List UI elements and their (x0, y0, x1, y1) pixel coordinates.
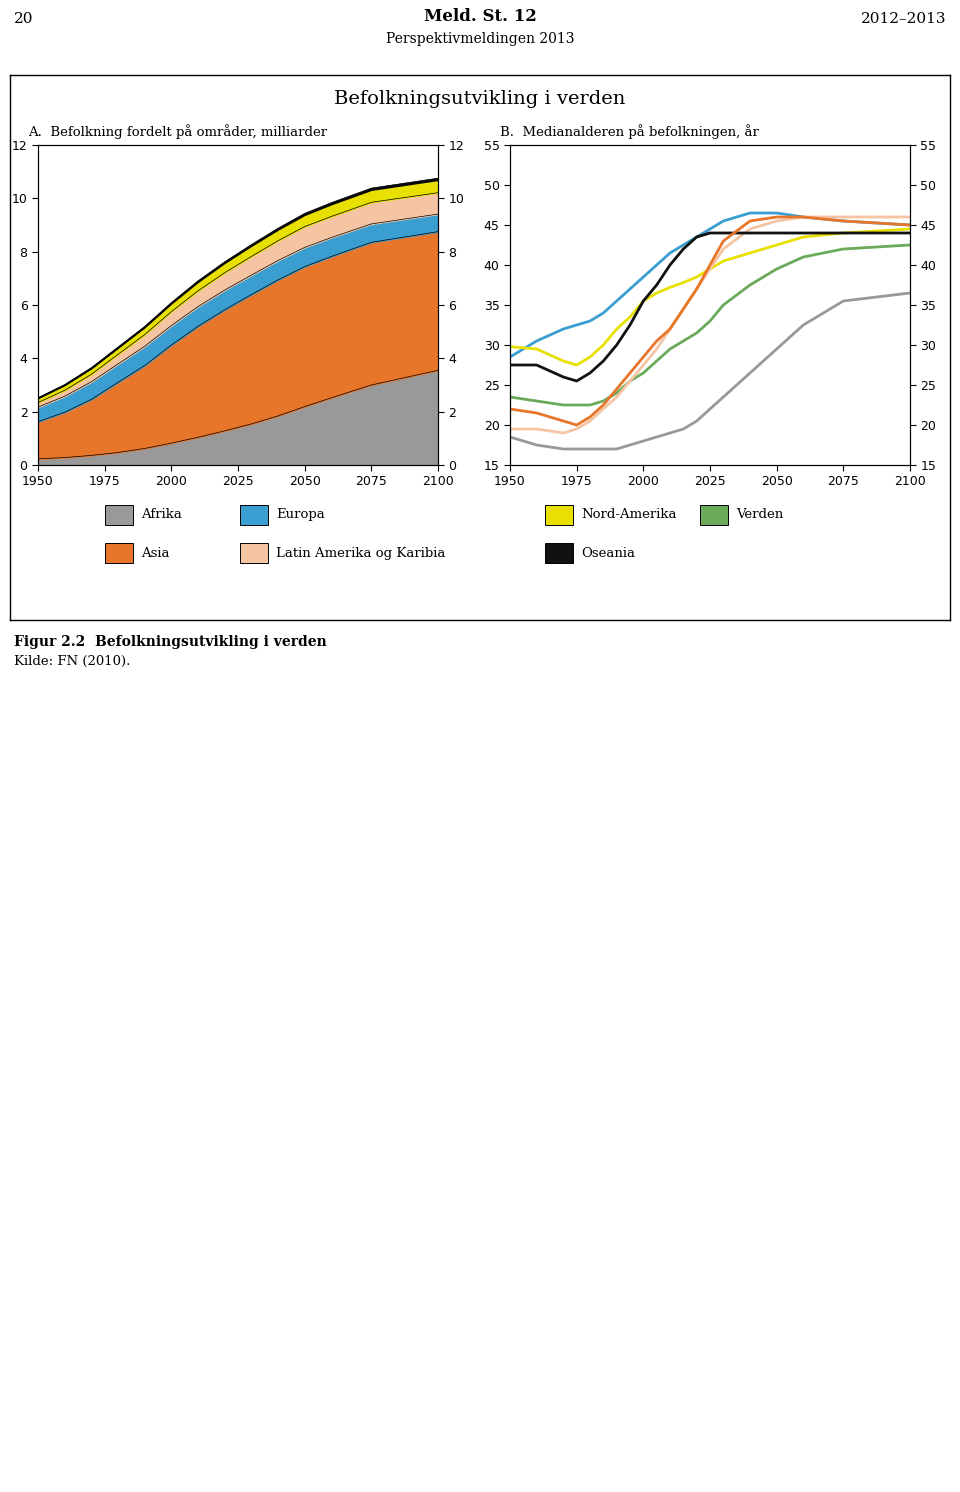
Text: Kilde: FN (2010).: Kilde: FN (2010). (14, 655, 131, 668)
Text: B.  Medianalderen på befolkningen, år: B. Medianalderen på befolkningen, år (500, 124, 758, 139)
Text: 2012–2013: 2012–2013 (860, 12, 946, 25)
Text: 20: 20 (14, 12, 34, 25)
Text: A.  Befolkning fordelt på områder, milliarder: A. Befolkning fordelt på områder, millia… (28, 124, 327, 139)
Text: Befolkningsutvikling i verden: Befolkningsutvikling i verden (334, 90, 626, 107)
Text: Oseania: Oseania (581, 546, 635, 560)
Text: Meld. St. 12: Meld. St. 12 (423, 7, 537, 25)
Text: Perspektivmeldingen 2013: Perspektivmeldingen 2013 (386, 31, 574, 46)
Text: Europa: Europa (276, 509, 324, 522)
Text: Afrika: Afrika (141, 509, 181, 522)
Text: Figur 2.2  Befolkningsutvikling i verden: Figur 2.2 Befolkningsutvikling i verden (14, 636, 326, 649)
Text: Asia: Asia (141, 546, 170, 560)
Text: Latin Amerika og Karibia: Latin Amerika og Karibia (276, 546, 445, 560)
Text: Verden: Verden (736, 509, 783, 522)
Text: Nord-Amerika: Nord-Amerika (581, 509, 677, 522)
